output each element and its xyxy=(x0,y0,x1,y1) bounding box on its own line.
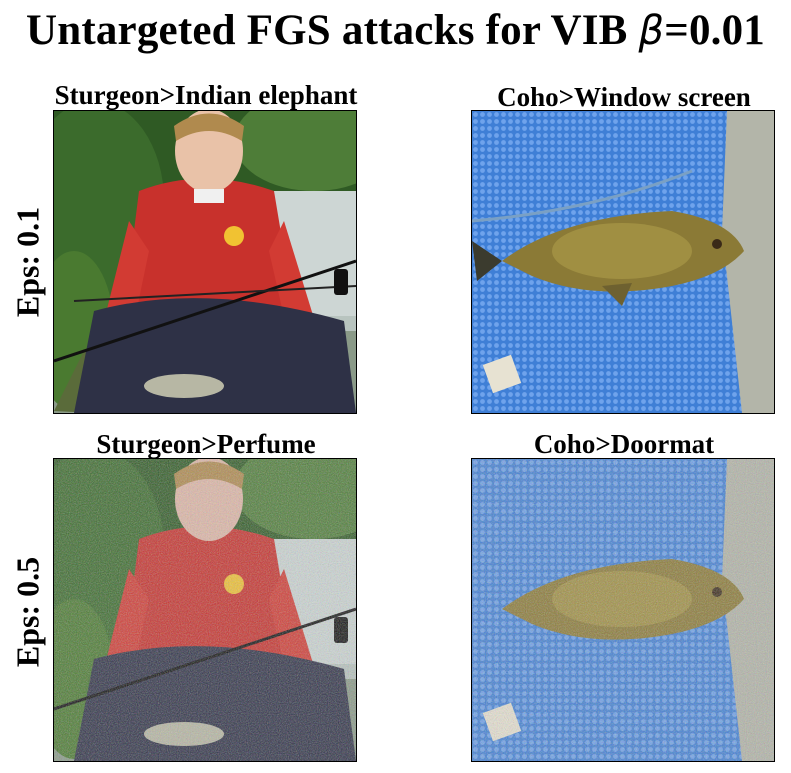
row-label-eps-0.5: Eps: 0.5 xyxy=(9,556,46,668)
figure-title: Untargeted FGS attacks for VIB β=0.01 xyxy=(0,6,791,55)
panel-title-bottom-right: Coho>Doormat xyxy=(533,429,715,459)
image-boy-with-fish xyxy=(53,110,357,414)
panel-title-bottom-left: Sturgeon>Perfume xyxy=(96,429,316,459)
beta-symbol: β xyxy=(638,8,665,54)
title-suffix: =0.01 xyxy=(664,7,766,54)
panel-title-top-right: Coho>Window screen xyxy=(497,82,751,112)
title-prefix: Untargeted FGS attacks for VIB xyxy=(25,7,639,54)
row-label-eps-0.1: Eps: 0.1 xyxy=(9,206,46,318)
image-fish-in-net xyxy=(471,110,775,414)
panel-title-top-left: Sturgeon>Indian elephant xyxy=(54,80,358,110)
image-boy-with-fish-noisy xyxy=(53,458,357,762)
image-fish-in-net-noisy xyxy=(471,458,775,762)
